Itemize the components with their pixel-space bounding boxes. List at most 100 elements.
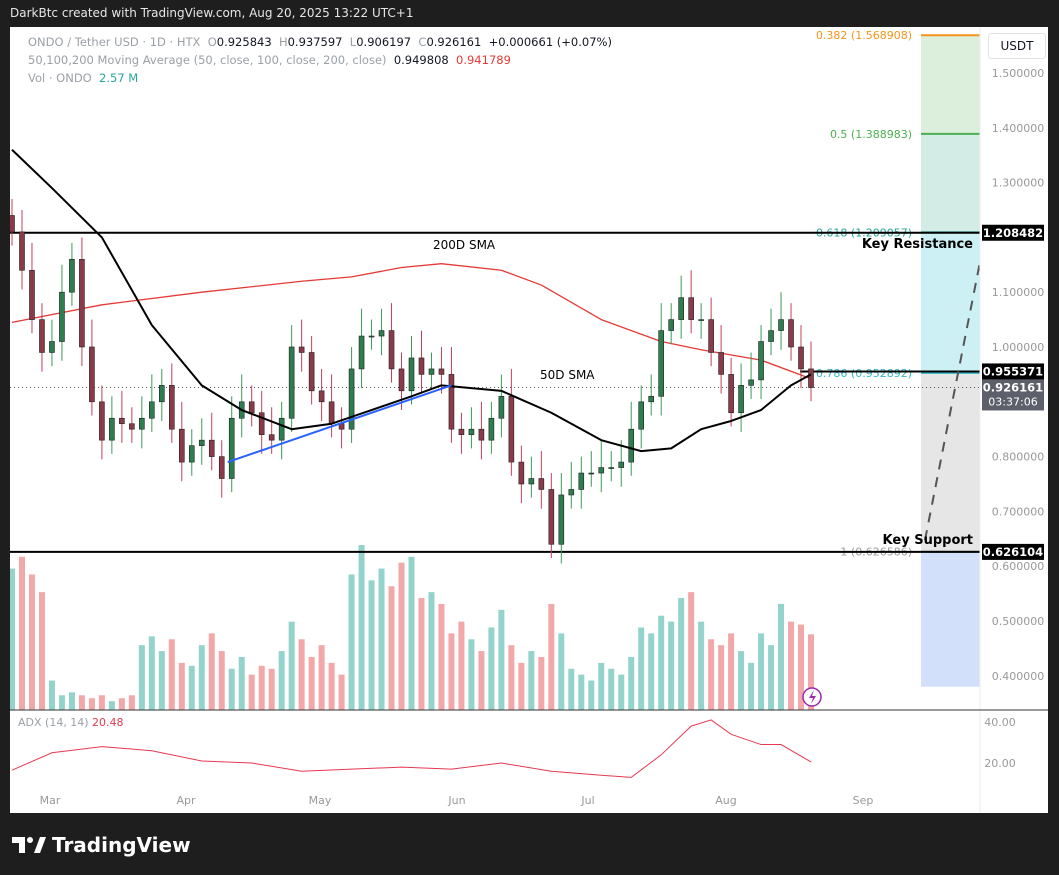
candle-body: [278, 417, 285, 441]
volume-bar: [148, 636, 155, 710]
fib-zone: [921, 232, 980, 373]
low-label: L: [349, 35, 357, 49]
candle-body: [408, 357, 415, 392]
candle-body: [139, 417, 145, 430]
candle-body: [388, 330, 395, 370]
candle-body: [69, 259, 75, 293]
resistance-price-tag-bg: [982, 224, 1044, 241]
adx-label: ADX (14, 14): [18, 716, 89, 729]
ma200-value: 0.941789: [456, 53, 511, 67]
volume-bar: [258, 665, 265, 710]
volume-bar: [678, 598, 685, 710]
candle-body: [218, 456, 225, 479]
volume-bar: [218, 651, 225, 710]
volume-bar: [398, 562, 405, 710]
candle-body: [518, 461, 525, 485]
candle-body: [798, 346, 804, 370]
ma50-value: 0.949808: [393, 53, 449, 67]
volume-bar: [608, 668, 615, 710]
candle-body: [298, 346, 305, 353]
volume-bar: [728, 633, 735, 710]
volume-bar: [808, 634, 814, 710]
candle-body: [528, 478, 535, 485]
price-tick-label: 0.600000: [992, 560, 1045, 573]
candle-body: [558, 494, 565, 545]
volume-bar: [10, 568, 15, 710]
volume-bar: [288, 621, 295, 710]
candle-body: [198, 439, 205, 446]
line-price-tag-bg: [982, 363, 1044, 380]
volume-bar: [388, 586, 395, 710]
candle-body: [448, 374, 455, 430]
time-tick-label: May: [309, 794, 332, 807]
ma-legend[interactable]: 50,100,200 Moving Average (50, close, 10…: [28, 53, 511, 67]
support-price-tag-bg: [982, 543, 1044, 560]
lightning-icon-glyph: [809, 690, 816, 704]
candle-body: [59, 291, 65, 342]
candle-body: [708, 319, 714, 353]
candle-body: [248, 401, 255, 414]
time-tick-label: Jul: [580, 794, 594, 807]
volume-bar: [698, 621, 705, 710]
candle-body: [728, 374, 734, 414]
volume-bar: [18, 556, 25, 710]
candle-body: [368, 335, 375, 338]
candle-body: [178, 428, 185, 463]
fib-zone: [921, 35, 980, 134]
volume-bar: [528, 651, 535, 710]
volume-bar: [438, 603, 445, 710]
volume-bar: [658, 615, 665, 710]
volume-bar: [188, 665, 195, 710]
sma50-line: [11, 148, 812, 453]
price-tick-label: 0.500000: [992, 615, 1045, 628]
volume-bar: [118, 698, 125, 710]
low-value: 0.906197: [356, 35, 412, 49]
candle-body: [159, 385, 165, 403]
volume-bar: [348, 574, 355, 710]
candle-body: [169, 385, 175, 430]
vol-value: 2.57 M: [99, 71, 139, 85]
symbol-title: ONDO / Tether USD · 1D · HTX: [28, 35, 201, 49]
volume-bar: [378, 568, 385, 710]
candle-body: [688, 297, 694, 320]
bar-countdown: 03:37:06: [988, 395, 1037, 408]
candle-body: [288, 346, 295, 419]
volume-bar: [488, 627, 495, 710]
candle-body: [588, 472, 595, 475]
tradingview-logo[interactable]: TradingView: [12, 833, 191, 857]
volume-bar: [298, 639, 305, 710]
candle-body: [149, 401, 155, 419]
volume-bar: [508, 645, 515, 710]
candle-body: [678, 297, 684, 320]
volume-bar: [238, 656, 245, 710]
candle-body: [258, 412, 265, 435]
volume-bar: [548, 603, 555, 710]
price-chart[interactable]: 0.382 (1.568908)0.5 (1.388983)0.618 (1.2…: [10, 27, 1048, 813]
fib-label: 0.382 (1.568908): [816, 29, 912, 42]
volume-bar: [138, 645, 145, 710]
volume-bar: [78, 695, 85, 710]
volume-bar: [788, 621, 795, 710]
currency-button[interactable]: USDT: [988, 33, 1046, 59]
last-price-tag: 0.926161: [983, 380, 1043, 394]
adx-value: 20.48: [92, 716, 124, 729]
volume-bar: [158, 651, 165, 710]
volume-bar: [358, 545, 365, 710]
candle-body: [358, 335, 365, 370]
candle-body: [378, 330, 385, 337]
candle-body: [89, 346, 95, 403]
candle-body: [328, 401, 335, 425]
projection-dashed-line: [924, 261, 981, 541]
line-price-tag: 0.955371: [983, 364, 1043, 378]
volume-bar: [718, 645, 725, 710]
candle-body: [39, 319, 45, 353]
candle-body: [188, 445, 195, 463]
chart-panel[interactable]: 0.382 (1.568908) 0.5 (1.388983) 0.618 (1.2…: [10, 27, 1048, 813]
candle-body: [498, 396, 505, 419]
candle-body: [598, 467, 605, 474]
candle-body: [758, 341, 764, 381]
volume-bar: [338, 674, 345, 710]
volume-bar: [688, 592, 695, 710]
volume-legend[interactable]: Vol · ONDO 2.57 M: [28, 71, 138, 85]
fib-label: 0.5 (1.388983): [830, 128, 912, 141]
